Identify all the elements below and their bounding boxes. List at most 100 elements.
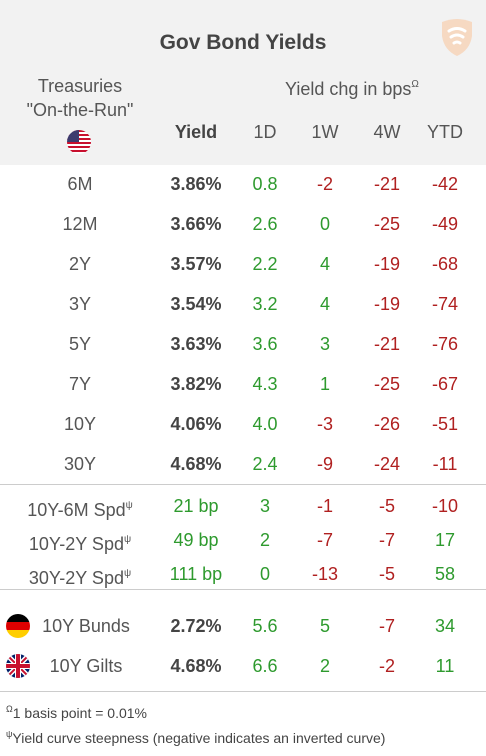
change-w1: 4 xyxy=(319,294,330,314)
divider xyxy=(0,484,486,485)
yield-value: 3.66% xyxy=(170,214,222,234)
row-label: 2Y xyxy=(18,244,142,284)
row-label: 10Y-6M Spdψ xyxy=(0,486,160,526)
treasuries-line1: Treasuries xyxy=(37,76,123,96)
col-ytd: YTD xyxy=(427,122,463,142)
table-row: 10Y 4.06% 4.0 -3 -26 -51 xyxy=(0,404,486,444)
change-w4: -7 xyxy=(378,616,395,636)
change-w4: -25 xyxy=(373,374,400,394)
treasuries-label: Treasuries "On-the-Run" xyxy=(18,74,142,122)
uk-flag-icon xyxy=(6,654,30,678)
yield-change-sup: Ω xyxy=(411,79,419,90)
change-d1: 0 xyxy=(259,564,270,584)
change-w1: 5 xyxy=(319,616,330,636)
change-w4: -19 xyxy=(373,254,400,274)
yield-value: 3.57% xyxy=(170,254,222,274)
page-title: Gov Bond Yields xyxy=(159,31,327,54)
change-w4: -5 xyxy=(378,496,395,516)
change-w4: -24 xyxy=(373,454,400,474)
change-d1: 2 xyxy=(259,530,270,550)
divider xyxy=(0,691,486,692)
row-label: 30Y xyxy=(18,444,142,484)
change-w4: -19 xyxy=(373,294,400,314)
yield-value: 4.68% xyxy=(170,454,222,474)
row-label: 10Y Bunds xyxy=(24,606,148,646)
change-d1: 2.4 xyxy=(252,454,278,474)
change-w1: 0 xyxy=(319,214,330,234)
yield-value: 3.63% xyxy=(170,334,222,354)
row-label: 30Y-2Y Spdψ xyxy=(0,554,160,594)
table-row: 5Y 3.63% 3.6 3 -21 -76 xyxy=(0,324,486,364)
change-w4: -21 xyxy=(373,174,400,194)
change-w4: -26 xyxy=(373,414,400,434)
change-ytd: -11 xyxy=(432,454,458,474)
us-flag-icon xyxy=(67,130,91,154)
col-1d: 1D xyxy=(253,122,277,142)
treasuries-line2: "On-the-Run" xyxy=(26,100,134,120)
change-w1: -2 xyxy=(316,174,333,194)
change-d1: 3 xyxy=(259,496,270,516)
change-w1: -3 xyxy=(316,414,333,434)
row-name: 6M xyxy=(67,174,93,194)
change-ytd: -42 xyxy=(431,174,458,194)
change-ytd: 17 xyxy=(434,530,456,550)
yield-value: 3.54% xyxy=(170,294,222,314)
row-name-sup: ψ xyxy=(123,534,132,545)
change-w1: 3 xyxy=(319,334,330,354)
change-w1: -1 xyxy=(316,496,333,516)
col-4w: 4W xyxy=(373,122,401,142)
change-ytd: -74 xyxy=(431,294,458,314)
change-ytd: -76 xyxy=(431,334,458,354)
change-ytd: -67 xyxy=(431,374,458,394)
change-d1: 5.6 xyxy=(252,616,278,636)
change-w4: -21 xyxy=(373,334,400,354)
row-name: 12M xyxy=(62,214,98,234)
footnote2-text: Yield curve steepness (negative indicate… xyxy=(12,730,386,746)
row-name: 10Y-2Y Spd xyxy=(28,534,124,554)
row-name: 10Y Bunds xyxy=(42,616,130,636)
row-label: 3Y xyxy=(18,284,142,324)
row-name: 7Y xyxy=(68,374,92,394)
table-row: 12M 3.66% 2.6 0 -25 -49 xyxy=(0,204,486,244)
footnote2-sup: ψ xyxy=(6,729,13,739)
change-w4: -7 xyxy=(378,530,395,550)
table-header: Gov Bond Yields Treasuries "On-the-Run" … xyxy=(0,0,486,165)
yield-value: 49 bp xyxy=(173,530,219,550)
change-ytd: 11 xyxy=(435,656,455,676)
row-label: 6M xyxy=(18,164,142,204)
footnote-basis-point: Ω1 basis point = 0.01% xyxy=(6,704,147,721)
table-row: 10Y-6M Spdψ 21 bp 3 -1 -5 -10 xyxy=(0,486,486,526)
col-1w: 1W xyxy=(311,122,339,142)
table-row: 10Y Bunds 2.72% 5.6 5 -7 34 xyxy=(0,606,486,646)
table-row: 6M 3.86% 0.8 -2 -21 -42 xyxy=(0,164,486,204)
row-name: 30Y xyxy=(63,454,97,474)
row-name-sup: ψ xyxy=(123,568,132,579)
change-w1: 2 xyxy=(319,656,330,676)
yield-change-header: Yield chg in bpsΩ xyxy=(285,79,419,100)
row-label: 5Y xyxy=(18,324,142,364)
change-d1: 4.3 xyxy=(252,374,278,394)
row-name-sup: ψ xyxy=(125,500,133,511)
change-d1: 4.0 xyxy=(252,414,278,434)
change-d1: 3.6 xyxy=(252,334,278,354)
table-row: 10Y-2Y Spdψ 49 bp 2 -7 -7 17 xyxy=(0,520,486,560)
change-d1: 0.8 xyxy=(252,174,278,194)
row-name: 2Y xyxy=(68,254,92,274)
change-d1: 2.6 xyxy=(252,214,278,234)
yield-value: 4.68% xyxy=(170,656,222,676)
yield-value: 111 bp xyxy=(169,564,223,584)
row-name: 3Y xyxy=(68,294,92,314)
yield-value: 2.72% xyxy=(170,616,222,636)
row-name: 10Y-6M Spd xyxy=(27,500,126,520)
change-w1: 4 xyxy=(319,254,330,274)
row-label: 10Y Gilts xyxy=(24,646,148,686)
change-w4: -5 xyxy=(378,564,395,584)
row-label: 10Y xyxy=(18,404,142,444)
change-ytd: -10 xyxy=(431,496,458,516)
yield-value: 21 bp xyxy=(173,496,219,516)
yield-value: 3.86% xyxy=(170,174,222,194)
change-ytd: -68 xyxy=(431,254,458,274)
change-w4: -2 xyxy=(378,656,395,676)
row-label: 7Y xyxy=(18,364,142,404)
change-ytd: -51 xyxy=(431,414,458,434)
